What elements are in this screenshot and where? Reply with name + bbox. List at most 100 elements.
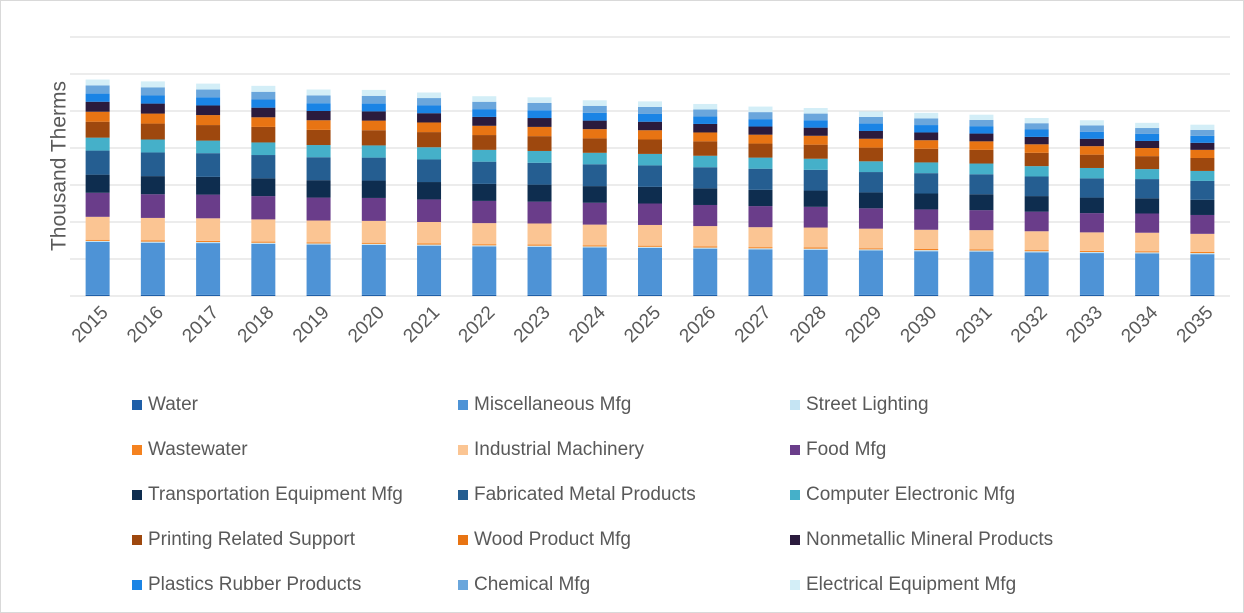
bar-segment bbox=[140, 87, 165, 96]
bar-segment bbox=[969, 294, 994, 296]
bar-segment bbox=[417, 105, 442, 114]
bar-segment bbox=[1024, 118, 1049, 124]
bar-segment bbox=[417, 122, 442, 133]
legend-swatch bbox=[132, 445, 142, 455]
bar-segment bbox=[638, 246, 662, 248]
bar-segment bbox=[748, 189, 773, 207]
bar-segment bbox=[748, 157, 773, 169]
bar-segment bbox=[472, 125, 497, 136]
bar-segment bbox=[914, 148, 939, 163]
bar-segment bbox=[140, 113, 165, 124]
bar-segment bbox=[803, 169, 828, 191]
legend-swatch bbox=[790, 445, 800, 455]
bar-segment bbox=[1190, 124, 1215, 130]
bar-segment bbox=[251, 85, 276, 92]
bar-segment bbox=[306, 294, 331, 296]
bar-segment bbox=[140, 294, 165, 296]
bar-segment bbox=[914, 250, 939, 252]
bar-segment bbox=[1190, 170, 1215, 181]
bar-segment bbox=[638, 121, 662, 131]
bar-segment bbox=[85, 216, 110, 240]
bar-segment bbox=[85, 294, 110, 296]
bar-segment bbox=[693, 132, 718, 142]
bar-segment bbox=[417, 98, 442, 106]
bar-segment bbox=[914, 229, 939, 250]
bar-segment bbox=[196, 89, 221, 98]
bar-segment bbox=[527, 150, 552, 163]
bar-segment bbox=[803, 135, 828, 145]
legend-label: Plastics Rubber Products bbox=[148, 574, 361, 595]
bar-segment bbox=[914, 118, 939, 126]
bar-segment bbox=[969, 119, 994, 127]
legend-swatch bbox=[790, 400, 800, 410]
bar-segment bbox=[969, 249, 994, 251]
bar-segment bbox=[361, 294, 386, 296]
bar-segment bbox=[693, 246, 718, 248]
bar-segment bbox=[306, 180, 331, 198]
bar-segment bbox=[693, 141, 718, 156]
bar-segment bbox=[1079, 125, 1104, 132]
bar-segment bbox=[140, 152, 165, 177]
bar-segment bbox=[196, 243, 221, 295]
bar-segment bbox=[914, 251, 939, 295]
legend-swatch bbox=[790, 535, 800, 545]
bar-segment bbox=[858, 250, 883, 295]
legend-swatch bbox=[458, 580, 468, 590]
bar-segment bbox=[803, 249, 828, 295]
bar-segment bbox=[306, 243, 331, 245]
bar-segment bbox=[196, 194, 221, 219]
bar-segment bbox=[306, 129, 331, 146]
bar-segment bbox=[417, 113, 442, 123]
bar-segment bbox=[748, 106, 773, 113]
bar-segment bbox=[1024, 129, 1049, 137]
bar-segment bbox=[472, 96, 497, 102]
bar-segment bbox=[472, 183, 497, 201]
bar-segment bbox=[196, 240, 221, 242]
bar-segment bbox=[196, 153, 221, 177]
bar-segment bbox=[582, 152, 607, 165]
bar-segment bbox=[1135, 198, 1160, 214]
bar-segment bbox=[361, 103, 386, 112]
bar-segment bbox=[527, 246, 552, 295]
bar-segment bbox=[969, 194, 994, 211]
bar-segment bbox=[196, 218, 221, 241]
bar-segment bbox=[1079, 146, 1104, 155]
bar-segment bbox=[914, 162, 939, 174]
bar-segment bbox=[361, 244, 386, 295]
bar-segment bbox=[638, 186, 662, 204]
bar-segment bbox=[251, 142, 276, 156]
legend-label: Street Lighting bbox=[806, 394, 929, 415]
bar-segment bbox=[527, 97, 552, 103]
bar-segment bbox=[1079, 213, 1104, 233]
bar-segment bbox=[1079, 251, 1104, 254]
bar-segment bbox=[85, 121, 110, 138]
bar-segment bbox=[417, 294, 442, 296]
legend-swatch bbox=[132, 580, 142, 590]
bar-segment bbox=[527, 118, 552, 127]
bar-segment bbox=[803, 227, 828, 248]
bar-segment bbox=[472, 101, 497, 110]
bar-segment bbox=[1024, 176, 1049, 197]
bar-segment bbox=[969, 230, 994, 250]
bar-segment bbox=[472, 116, 497, 126]
bar-segment bbox=[858, 138, 883, 148]
bar-segment bbox=[472, 223, 497, 245]
bar-segment bbox=[803, 294, 828, 296]
bar-segment bbox=[638, 113, 662, 122]
bar-segment bbox=[582, 186, 607, 203]
bar-segment bbox=[361, 220, 386, 243]
bar-segment bbox=[85, 150, 110, 175]
legend-label: Electrical Equipment Mfg bbox=[806, 574, 1016, 595]
bar-segment bbox=[1190, 254, 1215, 295]
bar-segment bbox=[196, 140, 221, 154]
bar-segment bbox=[969, 149, 994, 164]
bar-segment bbox=[1190, 251, 1215, 254]
bar-segment bbox=[803, 158, 828, 170]
bar-segment bbox=[361, 243, 386, 245]
bar-segment bbox=[914, 209, 939, 230]
bar-segment bbox=[1024, 152, 1049, 167]
bar-segment bbox=[1135, 122, 1160, 129]
bar-segment bbox=[306, 103, 331, 111]
legend-label: Chemical Mfg bbox=[474, 574, 590, 595]
